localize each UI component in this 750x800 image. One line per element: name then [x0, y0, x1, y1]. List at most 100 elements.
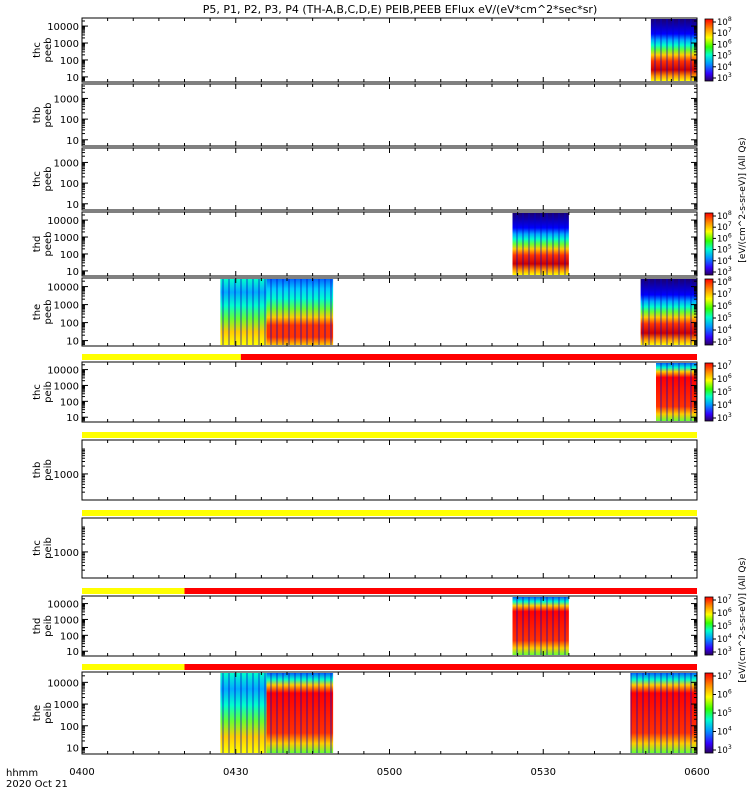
colorbar-tick-label: 103: [717, 744, 732, 756]
y-tick-label: 1000: [54, 615, 79, 626]
flag-bar-segment: [82, 664, 185, 670]
y-tick-label: 10: [66, 413, 79, 424]
y-tick-label: 10000: [47, 216, 79, 227]
date-label: 2020 Oct 21: [6, 779, 68, 790]
y-tick-label: 10: [66, 200, 79, 211]
x-tick-label: 0430: [223, 767, 248, 778]
colorbar-tick-label: 103: [717, 336, 732, 348]
x-tick-label: 0500: [377, 767, 402, 778]
panel-ylabel: thcpeeb: [32, 38, 54, 63]
y-tick-label: 100: [60, 179, 79, 190]
panel-frame: [81, 439, 698, 501]
spectrogram-texture: [650, 19, 697, 81]
flag-bar-segment: [82, 588, 185, 594]
panel-frame: [81, 211, 698, 277]
spectrogram-texture: [630, 673, 697, 753]
colorbar-tick-label: 105: [717, 50, 732, 62]
y-tick-label: 1000: [54, 39, 79, 50]
y-tick-label: 1000: [54, 548, 79, 559]
y-tick-label: 1000: [54, 158, 79, 169]
y-tick-label: 100: [60, 631, 79, 642]
x-tick-label: 0600: [684, 767, 709, 778]
spectrogram-texture: [266, 673, 334, 753]
colorbar: [704, 672, 714, 754]
flag-bar-segment: [82, 432, 697, 438]
colorbar-tick-label: 105: [717, 386, 732, 398]
colorbar: [704, 212, 714, 276]
colorbar-tick-label: 107: [717, 360, 732, 372]
colorbar-tick-label: 107: [717, 288, 732, 300]
colorbar-tick-label: 103: [717, 412, 732, 424]
y-tick-label: 1000: [54, 301, 79, 312]
panel-ylabel: thbpeeb: [32, 103, 54, 128]
spectrogram-texture: [512, 597, 569, 655]
colorbar-tick-label: 106: [717, 689, 732, 701]
colorbar-tick-label: 105: [717, 244, 732, 256]
panel-10: 10 100 1000 10000 thepeib 103 104 105 106 107: [32, 664, 732, 756]
spectrogram-texture: [656, 363, 697, 421]
colorbar-tick-label: 104: [717, 726, 732, 738]
flag-bar-segment: [82, 354, 241, 360]
spectrogram-texture: [220, 279, 267, 345]
colorbar-tick-label: 106: [717, 300, 732, 312]
y-tick-label: 10000: [47, 283, 79, 294]
colorbar: [704, 18, 714, 82]
y-tick-label: 10000: [47, 22, 79, 33]
y-tick-label: 1000: [54, 700, 79, 711]
colorbar-tick-label: 104: [717, 61, 732, 73]
colorbar-tick-label: 103: [717, 266, 732, 278]
colorbar-tick-label: 104: [717, 324, 732, 336]
y-tick-label: 10000: [47, 366, 79, 377]
colorbar-tick-label: 107: [717, 221, 732, 233]
chart-title: P5, P1, P2, P3, P4 (TH-A,B,C,D,E) PEIB,P…: [203, 3, 598, 16]
spectrogram-texture: [512, 213, 569, 275]
panel-frame: [81, 277, 698, 347]
panel-frame: [81, 17, 698, 83]
colorbar-tick-label: 106: [717, 607, 732, 619]
flag-bar-segment: [82, 510, 697, 516]
y-tick-label: 10: [66, 136, 79, 147]
y-tick-label: 10000: [47, 678, 79, 689]
spectrogram-texture: [220, 673, 267, 753]
panel-ylabel: thcpeib: [32, 381, 54, 403]
flag-bar-segment: [184, 664, 697, 670]
y-tick-label: 1000: [54, 381, 79, 392]
panel-frame: [81, 595, 698, 657]
panels-group: 10100100010000thcpeeb1031041051061071081…: [32, 16, 748, 778]
colorbar-tick-label: 104: [717, 255, 732, 267]
flag-bar-segment: [184, 588, 697, 594]
panel-ylabel: thcpeeb: [32, 167, 54, 192]
panel-frame: [81, 83, 698, 147]
y-tick-label: 1000: [54, 470, 79, 481]
colorbar-tick-label: 105: [717, 312, 732, 324]
colorbar-tick-label: 103: [717, 646, 732, 658]
y-tick-label: 10000: [47, 600, 79, 611]
x-tick-label: 0400: [69, 767, 94, 778]
panel-ylabel: thepeeb: [32, 300, 54, 325]
colorbar-tick-label: 107: [717, 670, 732, 682]
panel-ylabel: thdpeeb: [32, 232, 54, 257]
colorbar-tick-label: 106: [717, 38, 732, 50]
colorbar-tick-label: 104: [717, 633, 732, 645]
y-tick-label: 1000: [54, 233, 79, 244]
panel-frame: [81, 671, 698, 755]
flag-bar-segment: [240, 354, 697, 360]
colorbar-tick-label: 103: [717, 72, 732, 84]
y-tick-label: 10: [66, 743, 79, 754]
colorbar-tick-label: 107: [717, 27, 732, 39]
panel-frame: [81, 147, 698, 211]
colorbar-tick-label: 106: [717, 232, 732, 244]
y-tick-label: 100: [60, 56, 79, 67]
panel-ylabel: thcpeib: [32, 537, 54, 559]
colorbar: [704, 278, 714, 346]
colorbar-tick-label: 108: [717, 276, 732, 288]
x-tick-label: 0530: [531, 767, 556, 778]
colorbar-tick-label: 108: [717, 210, 732, 222]
